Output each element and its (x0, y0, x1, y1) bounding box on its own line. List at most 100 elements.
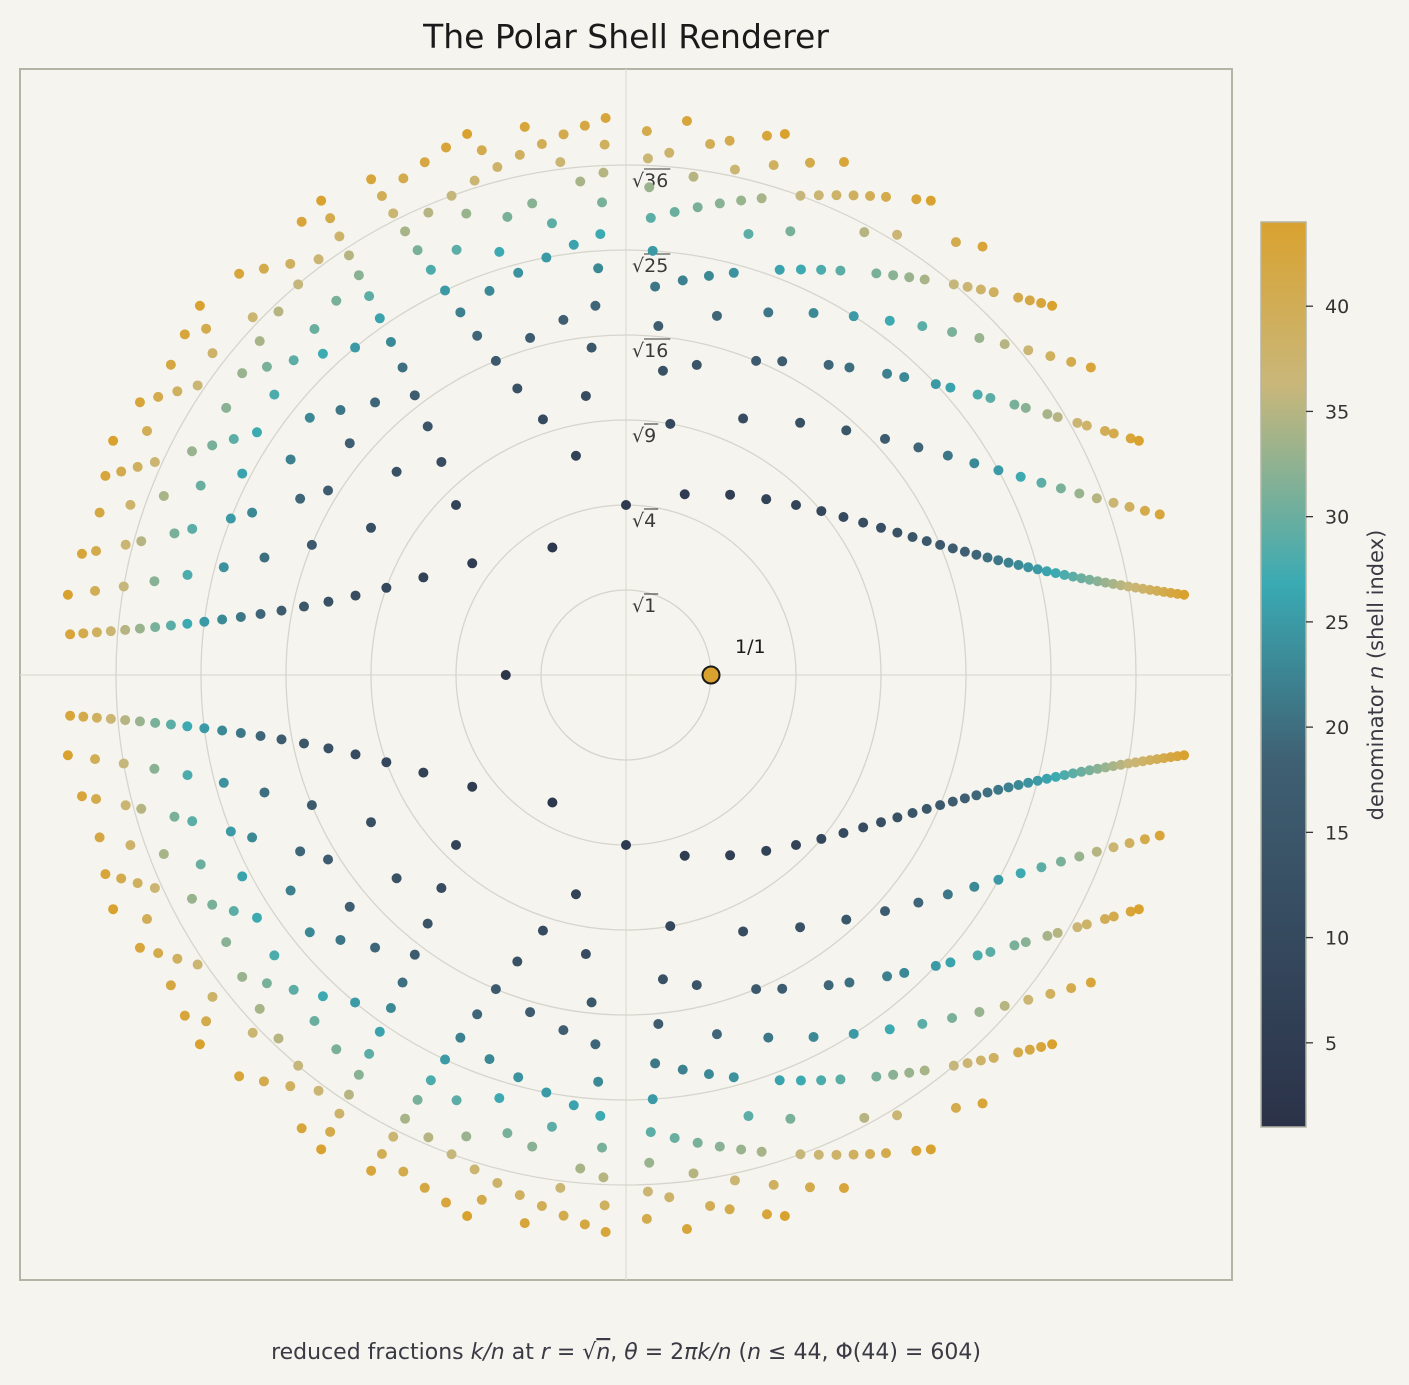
fraction-point (100, 869, 111, 880)
fraction-point (182, 770, 193, 781)
fraction-point (136, 536, 147, 547)
fraction-point (763, 1032, 774, 1043)
fraction-point (187, 523, 198, 534)
fraction-point (237, 871, 248, 882)
fraction-point (194, 1039, 205, 1050)
fraction-point (194, 300, 205, 311)
fraction-point (418, 572, 429, 583)
fraction-point (813, 1149, 824, 1160)
fraction-point (859, 227, 870, 238)
fraction-point (134, 397, 145, 408)
fraction-point (621, 500, 631, 510)
fraction-point (195, 480, 206, 491)
fraction-point (513, 267, 524, 278)
fraction-point (207, 899, 218, 910)
colorbar-tick-label: 35 (1325, 401, 1349, 423)
fraction-point (436, 883, 447, 894)
fraction-point (182, 721, 193, 732)
fraction-point (1092, 576, 1103, 587)
fraction-point (512, 956, 523, 967)
fraction-point (366, 174, 377, 185)
fraction-point (892, 527, 903, 538)
fraction-point (1059, 770, 1070, 781)
fraction-point (791, 840, 801, 850)
fraction-point (120, 800, 131, 811)
fraction-point (950, 1102, 961, 1113)
highlight-label: 1/1 (735, 636, 766, 658)
fraction-point (738, 926, 749, 937)
fraction-point (455, 1032, 466, 1043)
fraction-point (306, 539, 317, 550)
fraction-point (988, 287, 999, 298)
fraction-point (975, 284, 986, 295)
fraction-point (91, 712, 102, 723)
fraction-point (1020, 402, 1031, 413)
fraction-point (172, 953, 183, 964)
fraction-point (568, 1100, 579, 1111)
fraction-point (366, 522, 376, 533)
fraction-point (1009, 399, 1020, 410)
fraction-point (261, 978, 272, 989)
fraction-point (993, 465, 1004, 476)
fraction-point (94, 507, 105, 518)
fraction-point (1085, 977, 1096, 988)
fraction-point (350, 342, 361, 353)
colorbar-tick-label: 15 (1325, 822, 1349, 844)
fraction-point (688, 171, 699, 182)
fraction-point (665, 921, 676, 932)
fraction-point (247, 1027, 258, 1038)
fraction-point (251, 912, 262, 923)
fraction-point (881, 191, 892, 202)
fraction-point (285, 454, 296, 465)
fraction-point (756, 193, 767, 204)
fraction-point (412, 245, 423, 256)
fraction-point (400, 1113, 411, 1124)
fraction-point (570, 450, 581, 461)
fraction-point (555, 1182, 566, 1193)
fraction-point (153, 948, 164, 959)
fraction-point (323, 854, 334, 865)
fraction-point (804, 157, 815, 168)
fraction-point (172, 386, 183, 397)
colorbar-tick-label: 30 (1325, 507, 1349, 529)
fraction-point (993, 874, 1004, 885)
fraction-point (323, 596, 334, 607)
fraction-point (541, 252, 552, 263)
fraction-point (261, 361, 272, 372)
fraction-point (838, 827, 849, 838)
fraction-point (398, 1166, 409, 1177)
fraction-point (1154, 509, 1165, 520)
fraction-point (149, 576, 160, 587)
fraction-point (254, 336, 265, 347)
fraction-point (376, 1148, 387, 1159)
fraction-point (838, 157, 849, 168)
fraction-point (440, 285, 451, 296)
fraction-point (472, 330, 483, 341)
fraction-point (935, 800, 946, 811)
fraction-point (838, 1182, 849, 1193)
fraction-point (930, 960, 941, 971)
fraction-point (1085, 362, 1096, 373)
fraction-point (1084, 574, 1095, 585)
fraction-point (514, 149, 525, 160)
fraction-point (217, 614, 228, 625)
fraction-point (579, 1219, 590, 1230)
fraction-point (1108, 761, 1119, 772)
fraction-point (972, 950, 983, 961)
fraction-point (118, 581, 129, 592)
fraction-point (813, 190, 824, 201)
fraction-point (911, 194, 922, 205)
fraction-point (1032, 775, 1043, 786)
fraction-point (541, 1087, 552, 1098)
fraction-point (913, 897, 924, 908)
fraction-point (935, 539, 946, 550)
fraction-point (1123, 581, 1134, 592)
fraction-point (945, 382, 956, 393)
fraction-point (192, 959, 203, 970)
fraction-point (925, 1144, 936, 1155)
fraction-point (728, 267, 739, 278)
fraction-point (858, 822, 869, 833)
fraction-point (108, 904, 119, 915)
fraction-point (848, 311, 859, 322)
fraction-point (400, 226, 411, 237)
